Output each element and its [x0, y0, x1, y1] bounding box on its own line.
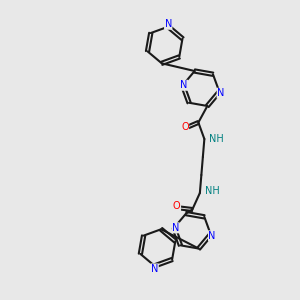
- Text: N: N: [217, 88, 224, 98]
- Text: N: N: [181, 80, 188, 90]
- Text: O: O: [173, 202, 181, 212]
- Text: N: N: [164, 19, 172, 29]
- Text: NH: NH: [209, 134, 224, 144]
- Text: N: N: [151, 264, 158, 274]
- Text: O: O: [181, 122, 189, 132]
- Text: NH: NH: [205, 187, 220, 196]
- Text: N: N: [172, 223, 179, 233]
- Text: N: N: [208, 231, 216, 241]
